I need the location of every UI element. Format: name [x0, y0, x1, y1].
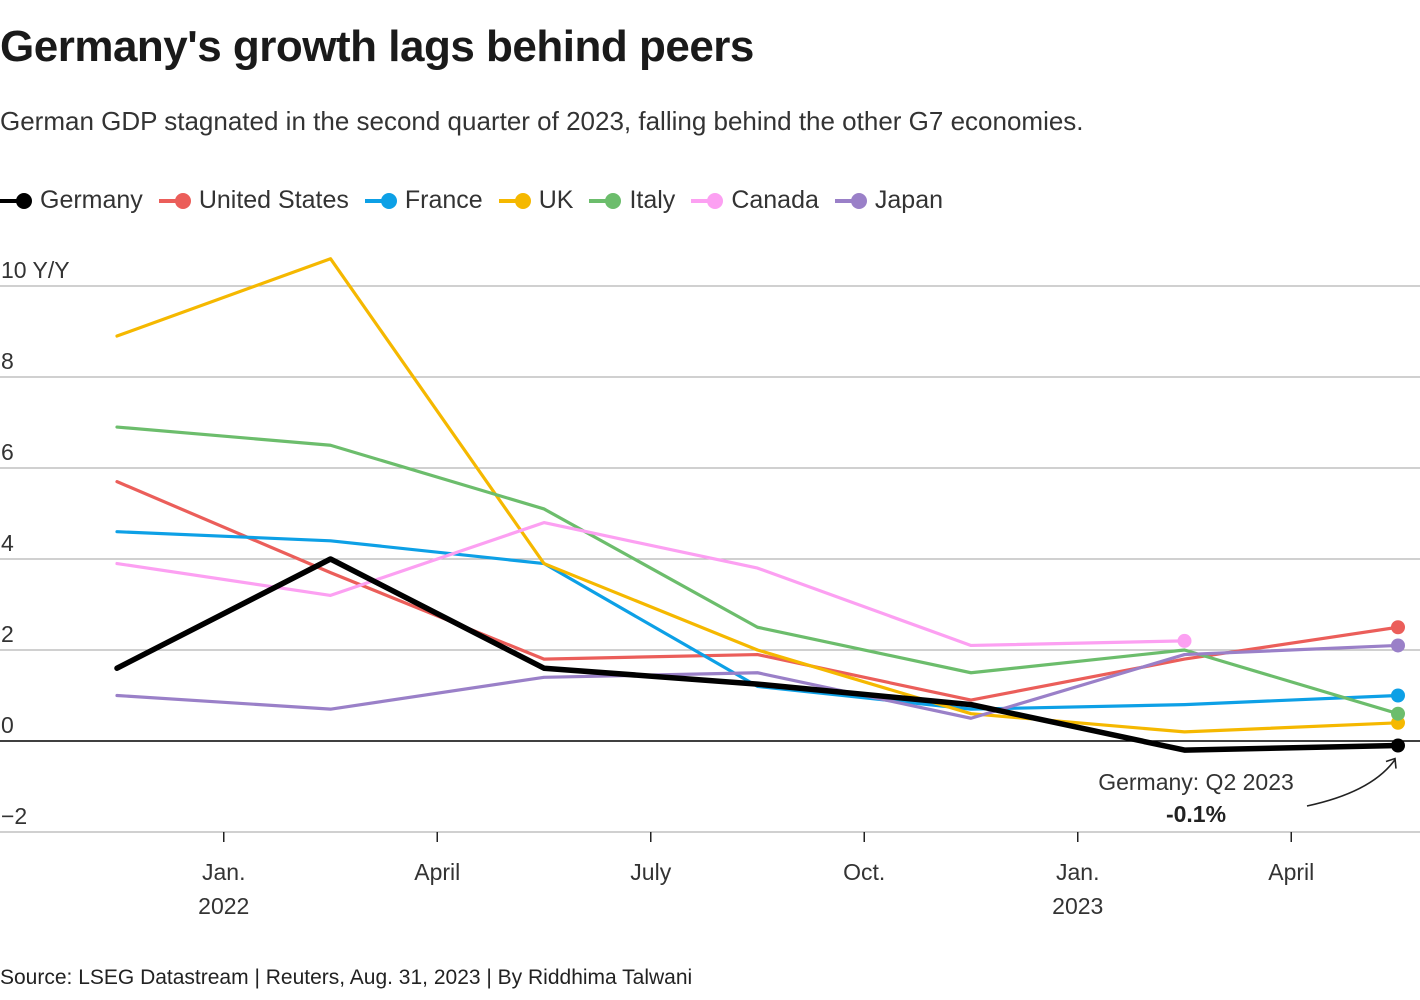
y-tick-label: 4: [1, 530, 14, 556]
chart-legend: Germany United States France UK Italy Canada J…: [0, 186, 959, 215]
series-italy: [115, 425, 1405, 721]
legend-label: Canada: [731, 186, 819, 214]
x-tick-label: July: [630, 859, 671, 885]
legend-label: Germany: [40, 186, 143, 214]
arrowhead-icon: [1385, 757, 1397, 769]
x-tick-label: April: [414, 859, 460, 885]
line-italy: [115, 425, 1400, 716]
y-tick-label: 6: [1, 439, 14, 465]
chart-subtitle: German GDP stagnated in the second quart…: [0, 106, 1084, 136]
line-united-states: [115, 480, 1400, 702]
annotation-value: -0.1%: [1166, 801, 1226, 827]
series-japan: [115, 638, 1405, 720]
legend-label: Japan: [874, 186, 944, 214]
x-tick-label: Oct.: [843, 859, 885, 885]
legend-swatch-icon: [498, 192, 531, 209]
legend-label: UK: [538, 186, 574, 214]
x-tick-sublabel: 2022: [198, 893, 249, 919]
end-point-japan: [1391, 638, 1405, 653]
annotation-label: Germany: Q2 2023: [1098, 769, 1294, 795]
legend-swatch-icon: [691, 192, 724, 209]
legend-item-japan: Japan: [834, 186, 944, 215]
y-axis-labels: −2 0 2 4 6 8 10 Y/Y: [1, 257, 70, 829]
y-tick-label: 2: [1, 621, 14, 647]
series-uk: [115, 257, 1405, 734]
line-uk: [115, 257, 1400, 734]
legend-item-canada: Canada: [691, 186, 819, 215]
x-tick-label: Jan.: [1056, 859, 1099, 885]
annotation-arrow: [1306, 759, 1396, 807]
legend-swatch-icon: [589, 192, 622, 209]
end-point-canada: [1177, 633, 1192, 648]
y-tick-label: −2: [1, 803, 27, 829]
legend-swatch-icon: [158, 192, 191, 209]
legend-item-uk: UK: [498, 186, 574, 215]
line-germany: [114, 556, 1401, 753]
legend-item-italy: Italy: [589, 186, 675, 215]
x-tick-label: April: [1268, 859, 1314, 885]
source-credit: Source: LSEG Datastream | Reuters, Aug. …: [0, 966, 693, 989]
end-point-germany: [1391, 738, 1405, 753]
series-canada: [115, 520, 1192, 648]
legend-swatch-icon: [834, 192, 867, 209]
y-tick-label: 0: [1, 712, 14, 738]
legend-label: United States: [198, 186, 349, 214]
line-japan: [115, 643, 1400, 720]
legend-item-united-states: United States: [158, 186, 349, 215]
line-chart: −2 0 2 4 6 8 10 Y/Y Jan. 2022 April July Oct. Jan. 2…: [0, 257, 1420, 919]
series-germany: [114, 556, 1405, 753]
series-lines: [114, 257, 1405, 753]
gridlines: [0, 285, 1420, 833]
legend-swatch-icon: [0, 192, 32, 209]
chart-title: Germany's growth lags behind peers: [0, 22, 754, 71]
legend-item-germany: Germany: [0, 186, 143, 215]
end-point-united-states: [1391, 620, 1405, 635]
annotation: Germany: Q2 2023 -0.1%: [1098, 757, 1397, 827]
x-tick-label: Jan.: [202, 859, 245, 885]
line-canada: [115, 520, 1187, 648]
y-tick-label: 8: [1, 348, 14, 374]
y-tick-label: 10 Y/Y: [1, 257, 70, 283]
end-point-italy: [1391, 706, 1405, 721]
legend-swatch-icon: [364, 192, 397, 209]
x-axis: Jan. 2022 April July Oct. Jan. 2023 April: [198, 832, 1314, 919]
x-tick-sublabel: 2023: [1052, 893, 1103, 919]
legend-label: Italy: [629, 186, 676, 214]
end-point-france: [1391, 688, 1405, 703]
legend-item-france: France: [364, 186, 483, 215]
series-united-states: [115, 480, 1405, 702]
legend-label: France: [404, 186, 483, 214]
